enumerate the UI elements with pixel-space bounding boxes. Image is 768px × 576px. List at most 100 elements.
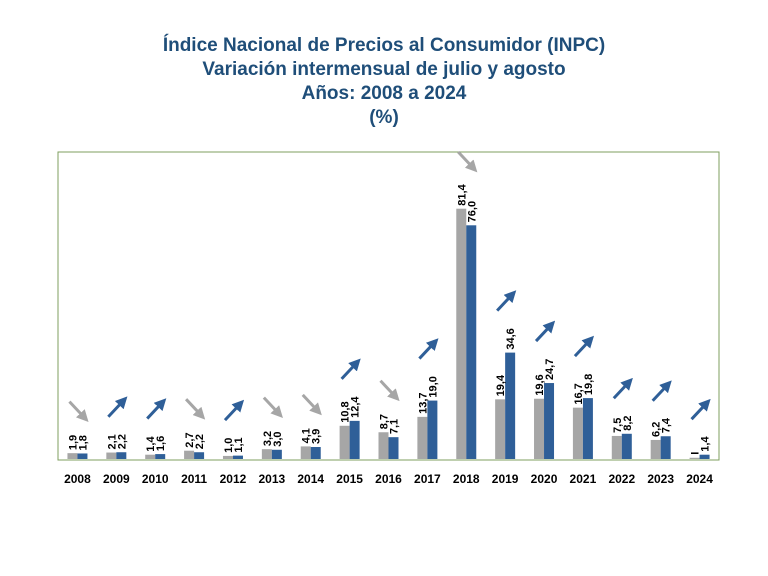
bar-agosto-2017 <box>427 400 438 459</box>
data-label-agosto-2022: 8,2 <box>622 415 634 430</box>
data-label-julio-2017: 13,7 <box>417 392 429 413</box>
data-label-agosto-2010: 1,6 <box>155 436 167 451</box>
title-line-4: (%) <box>369 107 399 128</box>
bar-julio-2021 <box>572 407 583 459</box>
trend-down-arrow-icon-2016 <box>379 379 400 402</box>
x-tick-label-2011: 2011 <box>181 472 207 486</box>
data-label-julio-2010: 1,4 <box>145 436 157 452</box>
x-tick-label-2021: 2021 <box>570 472 597 486</box>
data-label-julio-2013: 3,2 <box>262 431 274 446</box>
x-tick-label-2014: 2014 <box>297 472 324 486</box>
data-label-agosto-2016: 7,1 <box>389 419 401 434</box>
data-label-julio-2019: 19,4 <box>495 374 507 396</box>
trend-up-arrow-icon-2024 <box>690 398 711 421</box>
data-label-julio-2015: 10,8 <box>340 401 352 422</box>
data-label-julio-2008: 1,9 <box>67 435 79 450</box>
x-tick-label-2017: 2017 <box>414 472 441 486</box>
trend-up-arrow-icon-2019 <box>496 290 517 312</box>
data-label-agosto-2017: 19,0 <box>427 376 439 397</box>
data-label-agosto-2024: 1,4 <box>700 436 712 452</box>
bar-agosto-2018 <box>466 225 477 459</box>
data-label-julio-2012: 1,0 <box>223 438 235 453</box>
bar-julio-2017 <box>417 416 428 459</box>
x-tick-label-2008: 2008 <box>64 472 91 486</box>
bar-julio-2008 <box>67 453 78 459</box>
bar-julio-2022 <box>611 435 622 459</box>
bar-julio-2015 <box>339 425 350 459</box>
bar-agosto-2015 <box>349 420 360 459</box>
x-tick-label-2016: 2016 <box>375 472 402 486</box>
bar-julio-2024 <box>689 457 700 459</box>
x-tick-label-2020: 2020 <box>531 472 558 486</box>
x-tick-label-2012: 2012 <box>220 472 247 486</box>
trend-down-arrow-icon-2018 <box>457 150 478 173</box>
trend-down-arrow-icon-2008 <box>68 400 89 423</box>
bar-julio-2016 <box>378 432 389 459</box>
bar-agosto-2020 <box>544 383 555 459</box>
bar-julio-2018 <box>456 208 467 459</box>
x-tick-label-2009: 2009 <box>103 472 130 486</box>
trend-down-arrow-icon-2013 <box>262 396 283 419</box>
bar-agosto-2014 <box>310 447 321 459</box>
bar-agosto-2021 <box>582 398 593 459</box>
trend-up-arrow-icon-2015 <box>340 358 361 380</box>
bar-julio-2012 <box>222 455 233 459</box>
bar-julio-2023 <box>650 439 661 459</box>
x-tick-label-2010: 2010 <box>142 472 169 486</box>
data-label-agosto-2019: 34,6 <box>505 328 517 349</box>
title-line-1: Índice Nacional de Precios al Consumidor… <box>162 35 606 56</box>
data-label-agosto-2008: 1,8 <box>77 435 89 450</box>
bar-julio-2020 <box>534 398 545 459</box>
bar-agosto-2023 <box>660 436 671 459</box>
bar-agosto-2024 <box>699 454 710 459</box>
data-label-julio-2023: 6,2 <box>651 422 663 437</box>
data-label-agosto-2009: 2,2 <box>116 434 128 449</box>
data-label-julio-2021: 16,7 <box>573 383 585 404</box>
trend-up-arrow-icon-2017 <box>418 338 439 360</box>
data-label-julio-2024: I <box>690 452 702 455</box>
bar-agosto-2008 <box>77 453 88 459</box>
plot-area <box>57 151 720 461</box>
bar-agosto-2013 <box>271 449 282 459</box>
data-label-agosto-2023: 7,4 <box>661 417 673 433</box>
data-label-julio-2020: 19,6 <box>534 374 546 395</box>
x-tick-label-2015: 2015 <box>336 472 363 486</box>
bar-agosto-2011 <box>194 452 205 459</box>
bar-agosto-2012 <box>232 455 243 459</box>
data-label-agosto-2020: 24,7 <box>544 359 556 380</box>
x-tick-label-2023: 2023 <box>647 472 674 486</box>
data-label-agosto-2012: 1,1 <box>233 437 245 452</box>
bar-agosto-2016 <box>388 437 399 459</box>
data-label-agosto-2011: 2,2 <box>194 434 206 449</box>
x-tick-label-2018: 2018 <box>453 472 480 486</box>
data-label-agosto-2013: 3,0 <box>272 431 284 446</box>
bar-julio-2009 <box>106 452 117 459</box>
bar-julio-2011 <box>184 450 195 459</box>
trend-down-arrow-icon-2011 <box>184 398 206 420</box>
data-label-julio-2018: 81,4 <box>456 183 468 205</box>
data-label-julio-2011: 2,7 <box>184 432 196 447</box>
trend-up-arrow-icon-2020 <box>534 320 556 343</box>
x-tick-label-2024: 2024 <box>686 472 713 486</box>
bar-julio-2014 <box>300 446 311 459</box>
x-tick-label-2013: 2013 <box>259 472 286 486</box>
data-label-julio-2014: 4,1 <box>301 428 313 443</box>
bar-julio-2013 <box>261 449 272 459</box>
bar-agosto-2019 <box>505 352 516 459</box>
trend-up-arrow-icon-2010 <box>146 398 167 420</box>
title-line-3: Años: 2008 a 2024 <box>301 83 467 104</box>
bar-agosto-2022 <box>621 433 632 459</box>
data-label-agosto-2021: 19,8 <box>583 374 595 395</box>
data-label-julio-2009: 2,1 <box>106 434 118 449</box>
trend-up-arrow-icon-2009 <box>107 396 128 418</box>
data-label-agosto-2015: 12,4 <box>350 396 362 418</box>
trend-down-arrow-icon-2014 <box>301 393 322 416</box>
data-label-julio-2022: 7,5 <box>612 418 624 433</box>
trend-up-arrow-icon-2021 <box>573 335 595 358</box>
data-label-julio-2016: 8,7 <box>379 414 391 429</box>
title-line-2: Variación intermensual de julio y agosto <box>202 59 566 80</box>
bar-agosto-2010 <box>155 454 166 459</box>
bar-agosto-2009 <box>116 452 127 459</box>
chart-title: Índice Nacional de Precios al Consumidor… <box>0 34 768 130</box>
